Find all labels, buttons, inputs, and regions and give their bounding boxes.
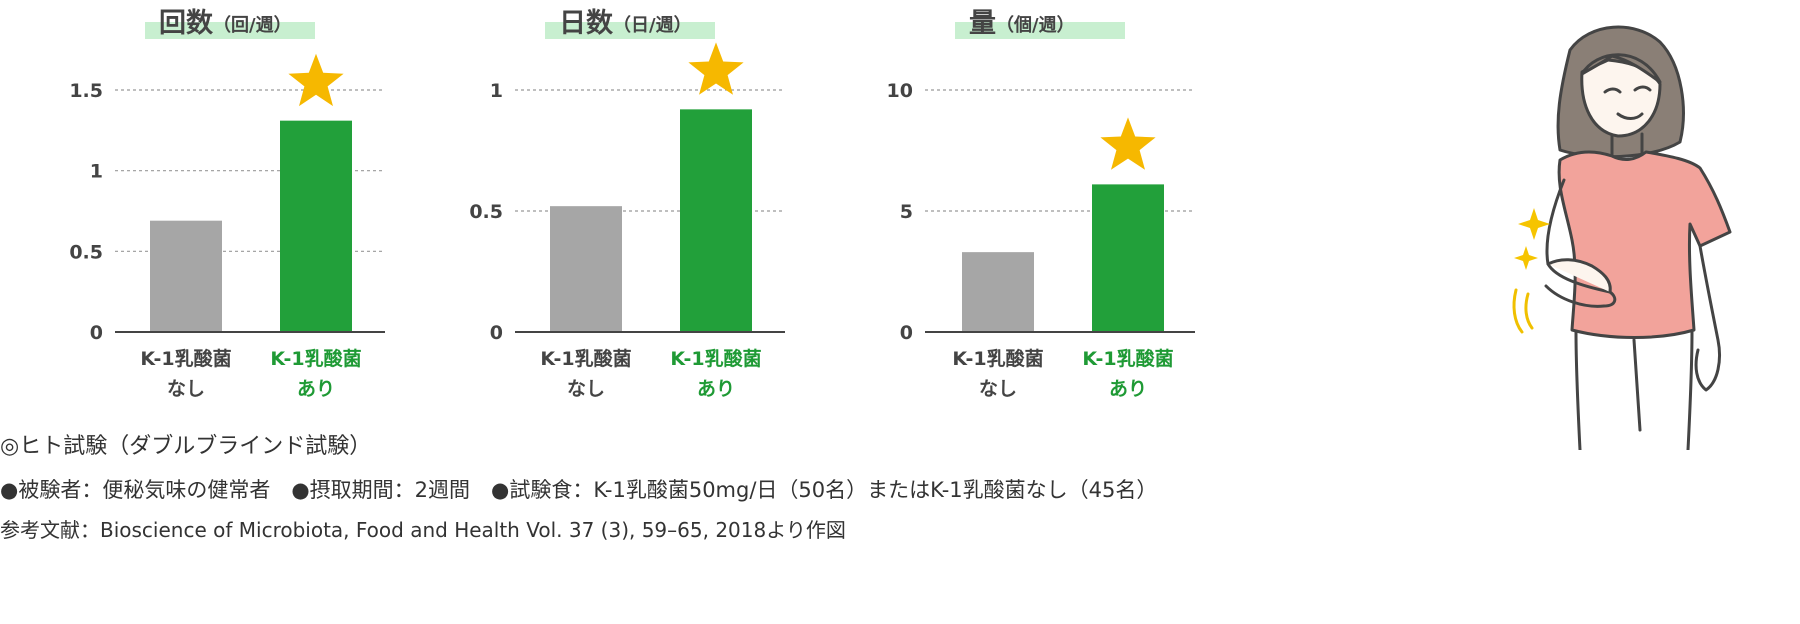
- sparkle-icon: [1514, 208, 1550, 270]
- category-label: K-1乳酸菌: [952, 347, 1043, 370]
- chart-title: 量: [969, 8, 996, 39]
- star-icon: [288, 53, 344, 107]
- bar-with-k1: [680, 109, 752, 332]
- chart-title-band: [145, 22, 315, 39]
- y-tick-label: 5: [900, 201, 913, 223]
- bar-with-k1: [1092, 184, 1164, 332]
- y-tick-label: 0.5: [469, 201, 503, 223]
- y-tick-label: 1: [490, 80, 503, 102]
- test-conditions: ●被験者：便秘気味の健常者 ●摂取期間：2週間 ●試験食：K-1乳酸菌50mg/…: [0, 478, 1158, 502]
- chart-title-band: [545, 22, 715, 39]
- category-label: K-1乳酸菌: [1082, 347, 1173, 370]
- category-label: あり: [697, 378, 735, 400]
- chart-title: 日数: [559, 8, 614, 39]
- bar-without-k1: [550, 206, 622, 332]
- test-description: ◎ヒト試験（ダブルブラインド試験）: [0, 434, 372, 459]
- category-label: なし: [979, 378, 1017, 400]
- y-tick-label: 0: [90, 322, 103, 344]
- y-tick-label: 0: [490, 322, 503, 344]
- y-tick-label: 0.5: [69, 241, 103, 263]
- chart-unit: （個/週）: [996, 15, 1075, 36]
- y-tick-label: 10: [887, 80, 913, 102]
- chart-title-band: [955, 22, 1125, 39]
- category-label: なし: [167, 378, 205, 400]
- woman-holding-stomach-icon: [1512, 25, 1732, 450]
- chart-unit: （日/週）: [613, 15, 692, 36]
- star-icon: [688, 42, 744, 95]
- category-label: K-1乳酸菌: [140, 347, 231, 370]
- y-tick-label: 0: [900, 322, 913, 344]
- category-label: K-1乳酸菌: [270, 347, 361, 370]
- bar-without-k1: [150, 220, 222, 332]
- bar-with-k1: [280, 120, 352, 332]
- category-label: K-1乳酸菌: [670, 347, 761, 370]
- chart-unit: （回/週）: [213, 15, 292, 36]
- category-label: あり: [1109, 378, 1147, 400]
- star-icon: [1100, 117, 1156, 170]
- chart-title: 回数: [159, 8, 214, 39]
- y-tick-label: 1.5: [69, 80, 103, 102]
- reference-note: 参考文献：Bioscience of Microbiota, Food and …: [0, 518, 846, 542]
- category-label: K-1乳酸菌: [540, 347, 631, 370]
- category-label: あり: [297, 378, 335, 400]
- y-tick-label: 1: [90, 161, 103, 183]
- bar-without-k1: [962, 252, 1034, 332]
- category-label: なし: [567, 378, 605, 400]
